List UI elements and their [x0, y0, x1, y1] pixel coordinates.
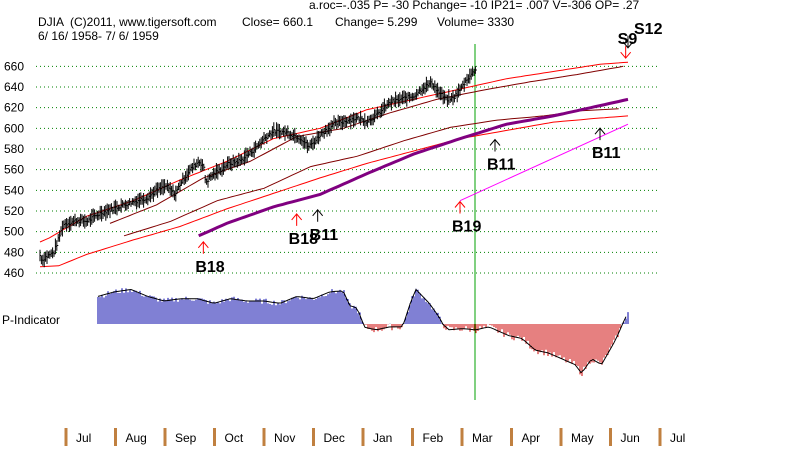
y-tick-600: 600 [4, 121, 24, 135]
y-tick-520: 520 [4, 204, 24, 218]
month-label-jan-6: Jan [373, 431, 392, 445]
month-label-mar-8: Mar [472, 431, 493, 445]
p-indicator-panel [97, 288, 629, 376]
signal-arrow [489, 138, 501, 152]
p-indicator-label: P-Indicator [2, 313, 60, 327]
signal-label: B18 [289, 231, 318, 248]
signal-b11-5: B11 [592, 127, 621, 162]
month-label-oct-3: Oct [225, 431, 244, 445]
moving-average-line [198, 97, 629, 238]
signal-label: B19 [452, 219, 481, 236]
month-label-aug-1: Aug [126, 431, 147, 445]
month-label-apr-9: Apr [522, 431, 541, 445]
y-tick-560: 560 [4, 163, 24, 177]
signal-b11-4: B11 [487, 138, 516, 174]
signal-label: B11 [487, 157, 516, 174]
y-tick-640: 640 [4, 80, 24, 94]
month-label-jun-11: Jun [621, 431, 640, 445]
signal-s12-7: S12 [622, 21, 663, 49]
volume-readout: Volume= 3330 [437, 15, 515, 29]
signal-arrow [291, 213, 303, 226]
price-bar-path [39, 66, 477, 268]
y-tick-460: 460 [4, 266, 24, 280]
p-indicator-outline [97, 288, 627, 374]
month-label-jul-0: Jul [76, 431, 91, 445]
copyright-label: (C)2011, www.tigersoft.com [70, 15, 217, 29]
y-tick-540: 540 [4, 183, 24, 197]
signal-arrow [594, 127, 606, 141]
envelope-upper-line [109, 65, 624, 224]
signal-b19-3: B19 [452, 200, 481, 236]
p-indicator-negative-bars [363, 324, 621, 376]
price-bars [39, 66, 477, 268]
signal-arrow [312, 208, 324, 222]
ticker-label: DJIA [38, 15, 65, 29]
signal-arrow [620, 46, 632, 59]
y-tick-660: 660 [4, 59, 24, 73]
envelope-lower-line [123, 108, 619, 237]
date-range: 6/ 16/ 1958- 7/ 6/ 1959 [38, 29, 159, 43]
signal-label: B11 [310, 227, 339, 244]
signal-b18-0: B18 [195, 241, 225, 276]
month-label-may-10: May [571, 431, 594, 445]
p-indicator-positive-bars [97, 288, 629, 324]
signal-arrow [197, 241, 209, 254]
signal-label: B11 [592, 145, 621, 162]
band-lower-line [39, 115, 629, 268]
series-layer [39, 61, 629, 268]
y-tick-480: 480 [4, 245, 24, 259]
month-label-feb-7: Feb [423, 431, 444, 445]
signal-arrow [454, 200, 466, 214]
b19-trend-line [459, 123, 629, 202]
signal-b18-1: B18 [289, 213, 318, 248]
month-axis: Jul Aug Sep Oct Nov Dec Jan Feb Mar Apr May Jun Jul [64, 428, 685, 446]
band-upper-line [39, 61, 629, 243]
y-tick-580: 580 [4, 142, 24, 156]
indicator-readout: a.roc=-.035 P= -30 Pchange= -10 IP21= .0… [309, 0, 640, 12]
close-readout: Close= 660.1 [242, 15, 314, 29]
signal-arrow [622, 35, 634, 49]
signal-b11-2: B11 [310, 208, 339, 244]
month-label-dec-5: Dec [324, 431, 345, 445]
y-axis-ticks: 660 640 620 600 580 560 540 520 500 480 460 [4, 59, 24, 280]
month-label-sep-2: Sep [175, 431, 197, 445]
signal-label: B18 [195, 259, 224, 276]
month-label-nov-4: Nov [274, 431, 295, 445]
signal-label: S12 [634, 21, 663, 38]
y-tick-500: 500 [4, 225, 24, 239]
change-readout: Change= 5.299 [335, 15, 418, 29]
month-label-jul-12: Jul [670, 431, 685, 445]
y-tick-620: 620 [4, 101, 24, 115]
